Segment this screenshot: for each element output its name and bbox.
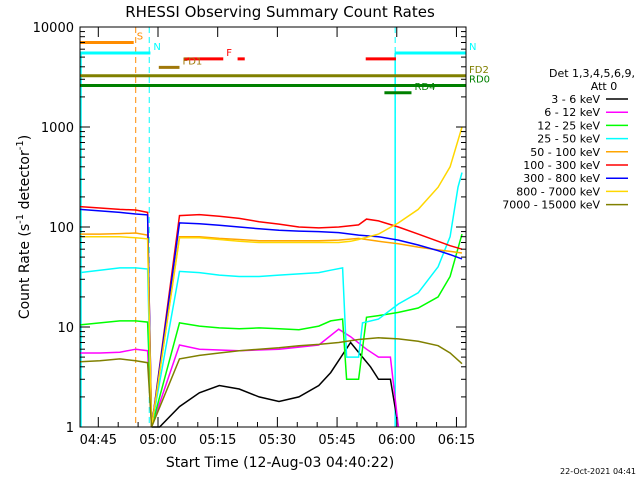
x-tick-label-3: 05:30: [259, 433, 296, 448]
flag-label-0: S: [137, 31, 143, 42]
series-line-6: [79, 208, 463, 428]
legend-header-line-2: Att 0: [591, 80, 617, 93]
y-tick-label-3: 1000: [41, 121, 74, 136]
y-label-end: ): [17, 135, 33, 140]
series-line-7: [80, 126, 463, 428]
series-line-1: [80, 328, 400, 428]
footer-date: 22-Oct-2021 04:41: [560, 467, 636, 476]
legend-label-0: 3 - 6 keV: [551, 93, 600, 106]
legend-label-8: 7000 - 15000 keV: [502, 199, 600, 212]
flag-label-8: RD0: [469, 75, 490, 86]
x-axis-label: Start Time (12-Aug-03 04:40:22): [166, 455, 394, 471]
x-tick-label-0: 04:45: [80, 433, 117, 448]
y-tick-label-2: 100: [49, 221, 74, 236]
legend-label-1: 6 - 12 keV: [544, 106, 600, 119]
legend-header-line-1: Det 1,3,4,5,6,9,: [549, 67, 635, 80]
x-tick-label-5: 06:00: [378, 433, 415, 448]
y-label-mid: detector: [17, 150, 33, 214]
flag-label-2: N: [469, 42, 476, 53]
x-tick-label-6: 06:15: [438, 433, 475, 448]
chart-title: RHESSI Observing Summary Count Rates: [125, 3, 435, 21]
legend-label-5: 100 - 300 keV: [523, 159, 600, 172]
series-line-4: [80, 232, 463, 428]
x-tick-label-2: 05:15: [199, 433, 236, 448]
legend-label-4: 50 - 100 keV: [530, 146, 600, 159]
x-tick-label-4: 05:45: [318, 433, 355, 448]
legend-label-7: 800 - 7000 keV: [516, 185, 600, 198]
flag-label-3: F: [226, 48, 232, 59]
y-tick-label-4: 10000: [33, 21, 74, 36]
flag-label-6: FD1: [182, 56, 202, 67]
y-tick-label-0: 1: [66, 421, 74, 436]
flag-label-7: FD2: [469, 65, 489, 76]
flag-label-9: RD4: [414, 82, 435, 93]
legend-label-2: 12 - 25 keV: [537, 119, 600, 132]
legend-label-3: 25 - 50 keV: [537, 133, 600, 146]
flag-label-1: N: [153, 42, 160, 53]
series-line-5: [79, 205, 463, 428]
series-line-8: [79, 337, 463, 428]
y-label-sup-2: -1: [15, 140, 26, 150]
y-label-main: Count Rate (s: [17, 224, 33, 319]
legend-label-6: 300 - 800 keV: [523, 172, 600, 185]
y-label-sup-1: -1: [15, 214, 26, 224]
y-axis-label: Count Rate (s-1 detector-1): [15, 135, 33, 319]
series-line-2: [79, 233, 463, 428]
series-line-0: [151, 341, 400, 428]
x-tick-label-1: 05:00: [139, 433, 176, 448]
y-tick-label-1: 10: [57, 321, 74, 336]
